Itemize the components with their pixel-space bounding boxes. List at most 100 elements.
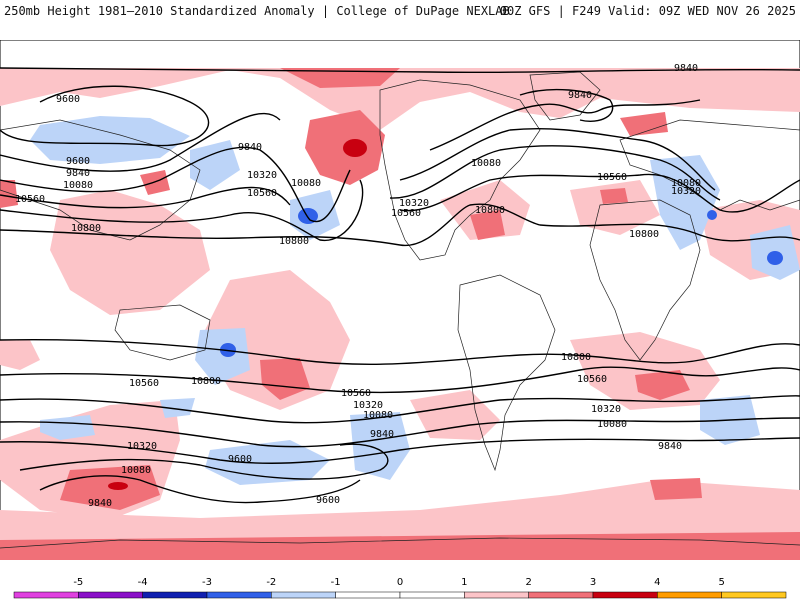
contour-label: 9600	[228, 454, 252, 465]
contour-10080-atlantic	[399, 127, 716, 191]
contour-10560-southern	[0, 366, 800, 394]
colorbar-tick-label: 3	[590, 577, 596, 588]
contour-label: 10320	[353, 400, 383, 411]
negative-anomaly-area	[350, 412, 410, 480]
colorbar-segment	[206, 591, 272, 599]
contour-label: 10080	[597, 419, 627, 430]
colorbar-tick-label: -5	[73, 577, 83, 588]
colorbar-segment	[271, 591, 336, 599]
contour-9840-siberia	[0, 112, 281, 172]
contour-label: 9600	[316, 495, 340, 506]
contour-label: 10560	[247, 188, 277, 199]
contour-label: 10560	[391, 208, 421, 219]
contour-9840-atlantic	[429, 99, 701, 151]
colorbar-segment	[721, 591, 787, 599]
contour-9840-polar	[39, 475, 361, 504]
strong-positive-area	[0, 180, 18, 208]
colorbar-tick-label: -4	[138, 577, 148, 588]
colorbar-tick-label: 4	[654, 577, 660, 588]
contour-9600-atlantic	[519, 88, 614, 122]
contour-10560-pacific	[0, 179, 364, 241]
colorbar-tick-label: 1	[461, 577, 467, 588]
contour-label: 10560	[597, 172, 627, 183]
colorbar-segment	[335, 591, 401, 599]
extreme-positive-core	[343, 139, 367, 157]
antarctica-edge	[0, 537, 800, 549]
contour-label: 10080	[63, 180, 93, 191]
contour-9840-southern	[0, 437, 800, 464]
strong-positive-area	[470, 210, 505, 240]
contour-label: 10560	[577, 374, 607, 385]
contour-9600-north	[0, 85, 210, 147]
contour-10320-southern	[0, 395, 800, 424]
strong-positive-area	[280, 68, 400, 88]
height-contours	[0, 67, 800, 504]
extreme-positive-core	[108, 482, 128, 490]
colorbar-segment	[78, 591, 143, 599]
negative-anomaly-area	[205, 440, 330, 485]
contour-label: 10320	[127, 441, 157, 452]
contour-label: 9600	[66, 156, 90, 167]
strong-positive-area	[620, 112, 668, 136]
contour-9600-southern	[19, 443, 389, 480]
negative-anomaly-area	[195, 328, 250, 385]
negative-anomaly-area	[40, 415, 95, 440]
anomaly-map: 9840 9600 9840 9840 9600 9840 10080 1056…	[0, 40, 800, 560]
contour-label: 9840	[370, 429, 394, 440]
contour-9840-north	[0, 67, 800, 74]
positive-anomaly-area	[0, 340, 40, 370]
greenland-outline	[529, 71, 601, 121]
strong-positive-area	[650, 478, 702, 500]
contour-label: 10800	[475, 205, 505, 216]
continents	[0, 71, 800, 549]
contour-label: 10800	[629, 229, 659, 240]
positive-anomaly-area	[440, 180, 530, 240]
australia-outline	[114, 304, 211, 361]
contour-10080-asia	[0, 146, 351, 223]
contour-label: 10560	[341, 388, 371, 399]
strong-negative-core	[298, 208, 318, 224]
contour-label: 9840	[658, 441, 682, 452]
contour-label: 10320	[591, 404, 621, 415]
colorbar-tick-label: -3	[202, 577, 212, 588]
colorbar-ticks: -5 -4 -3 -2 -1 0 1 2 3 4 5	[73, 577, 725, 588]
anomaly-shading	[0, 68, 800, 560]
contour-label: 9600	[56, 94, 80, 105]
contour-labels: 9840 9600 9840 9840 9600 9840 10080 1056…	[15, 63, 701, 509]
contour-10800-southern	[0, 338, 800, 365]
contour-label: 10080	[671, 178, 701, 189]
contour-10320-pacific	[0, 186, 291, 209]
contour-label: 10080	[291, 178, 321, 189]
strong-positive-area	[635, 370, 690, 400]
contour-10800-subtropic	[0, 203, 800, 246]
contour-label: 10320	[399, 198, 429, 209]
colorbar-tick-label: -2	[266, 577, 276, 588]
colorbar-segments	[13, 591, 787, 599]
colorbar-segment	[399, 591, 465, 599]
valid-time: 00Z GFS | F249 Valid: 09Z WED NOV 26 202…	[499, 4, 796, 18]
contour-label: 10560	[129, 378, 159, 389]
eurasia-outline	[619, 119, 800, 211]
negative-anomaly-area	[190, 140, 240, 190]
colorbar-segment	[13, 591, 79, 599]
contour-label: 10800	[279, 236, 309, 247]
colorbar-tick-label: 2	[525, 577, 531, 588]
contour-label: 9840	[674, 63, 698, 74]
contour-label: 10080	[121, 465, 151, 476]
contour-label: 10320	[247, 170, 277, 181]
colorbar-segment	[464, 591, 529, 599]
contour-label: 10560	[15, 194, 45, 205]
negative-anomaly-area	[160, 398, 195, 418]
strong-negative-core	[767, 251, 783, 265]
colorbar-tick-label: -1	[331, 577, 341, 588]
colorbar-tick-label: 0	[397, 577, 403, 588]
map-title: 250mb Height 1981–2010 Standardized Anom…	[4, 4, 510, 18]
contour-label: 10080	[363, 410, 393, 421]
contour-label: 10800	[191, 376, 221, 387]
colorbar-segment	[657, 591, 722, 599]
colorbar: -5 -4 -3 -2 -1 0 1 2 3 4 5	[13, 577, 787, 599]
strong-negative-core	[707, 210, 717, 220]
contour-label: 9840	[66, 168, 90, 179]
positive-anomaly-area	[570, 180, 660, 235]
contour-label: 10800	[561, 352, 591, 363]
